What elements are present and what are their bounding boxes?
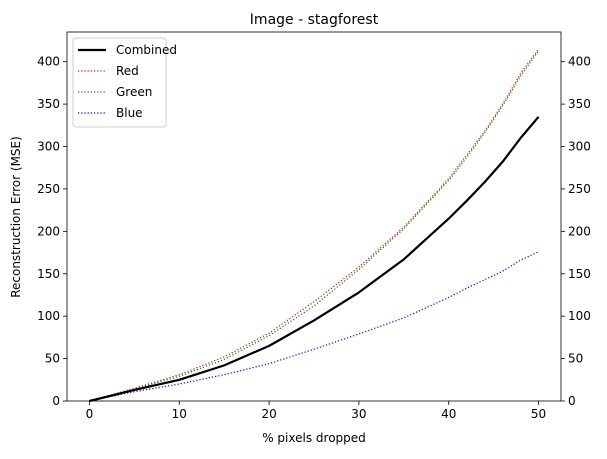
legend-label-red: Red (116, 64, 139, 78)
y-tick-label-right: 250 (568, 182, 591, 196)
legend-label-combined: Combined (116, 43, 177, 57)
y-tick-label-left: 100 (37, 309, 60, 323)
x-tick-label: 0 (86, 407, 94, 421)
x-tick-label: 20 (261, 407, 276, 421)
plot-area: 0 10 20 30 40 50 0 0 50 50 100 100 150 150 200 200 250 25… (37, 31, 591, 421)
legend-box (72, 37, 167, 128)
x-tick-label: 40 (441, 407, 456, 421)
x-tick-label: 10 (172, 407, 187, 421)
y-tick-label-right: 200 (568, 224, 591, 238)
x-tick-label: 30 (351, 407, 366, 421)
series-line-combined (89, 116, 540, 403)
y-tick-label-right: 300 (568, 140, 591, 154)
legend-label-green: Green (116, 85, 152, 99)
y-tick-label-right: 350 (568, 97, 591, 111)
y-tick-label-left: 350 (37, 97, 60, 111)
x-axis-label: % pixels dropped (262, 431, 366, 445)
y-tick-label-left: 400 (37, 55, 60, 69)
y-tick-label-right: 0 (568, 394, 576, 408)
series-line-blue (89, 251, 539, 402)
y-tick-label-left: 200 (37, 224, 60, 238)
y-tick-label-left: 300 (37, 140, 60, 154)
series-line-green (89, 50, 540, 402)
chart-title: Image - stagforest (250, 12, 379, 28)
y-axis-label: Reconstruction Error (MSE) (9, 136, 23, 298)
y-tick-label-left: 50 (45, 352, 60, 366)
y-tick-label-left: 250 (37, 182, 60, 196)
x-tick-label: 50 (531, 407, 546, 421)
legend-label-blue: Blue (116, 106, 143, 120)
y-tick-label-left: 0 (52, 394, 60, 408)
y-tick-label-right: 100 (568, 309, 591, 323)
plot-frame (66, 31, 562, 402)
y-tick-label-right: 150 (568, 267, 591, 281)
y-tick-label-right: 400 (568, 55, 591, 69)
y-tick-label-left: 150 (37, 267, 60, 281)
y-tick-label-right: 50 (568, 352, 583, 366)
